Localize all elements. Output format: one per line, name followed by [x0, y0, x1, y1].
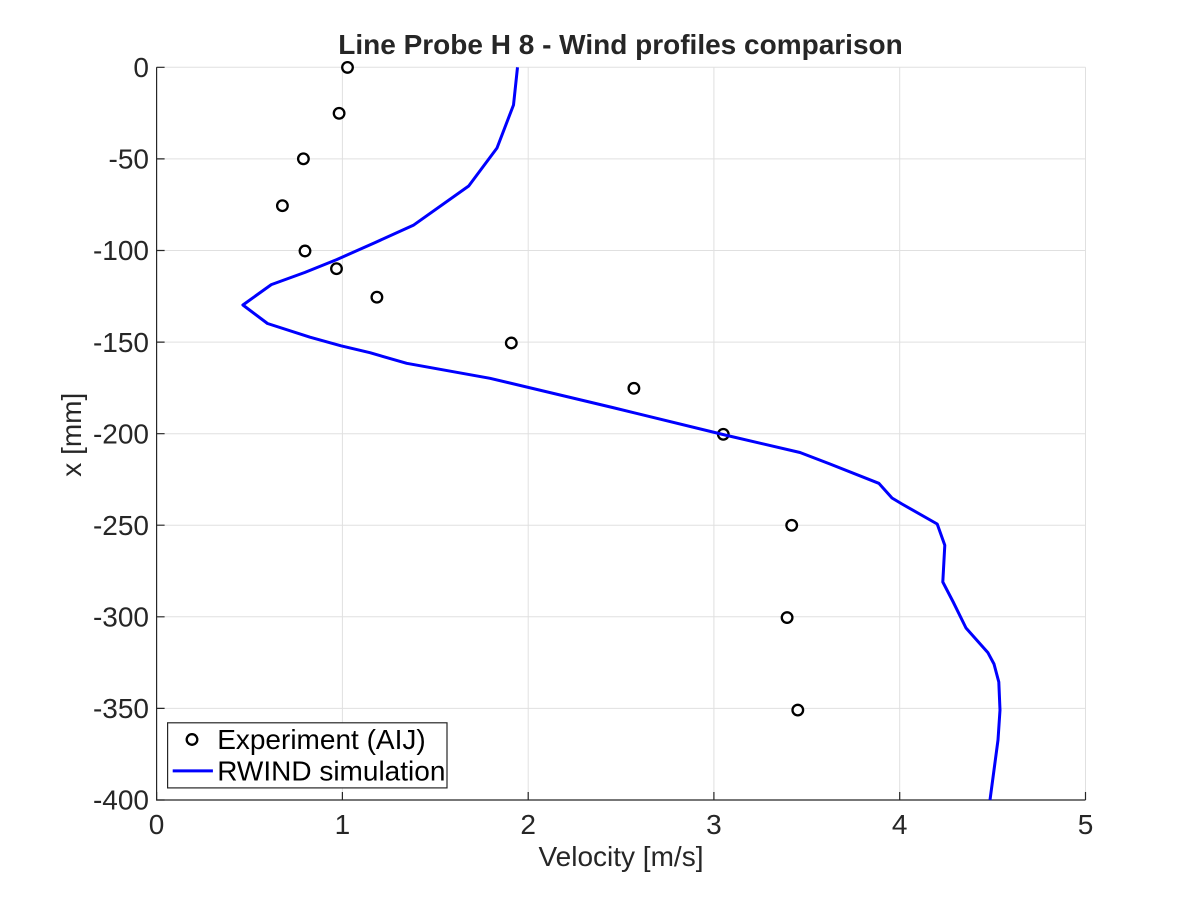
svg-text:-250: -250 — [93, 510, 149, 541]
svg-text:Line Probe H 8 - Wind profiles: Line Probe H 8 - Wind profiles compariso… — [338, 29, 902, 60]
svg-text:Experiment (AIJ): Experiment (AIJ) — [217, 724, 426, 755]
svg-text:0: 0 — [149, 809, 165, 840]
svg-text:-50: -50 — [109, 144, 149, 175]
svg-text:-200: -200 — [93, 418, 149, 449]
svg-text:3: 3 — [706, 809, 722, 840]
svg-text:x [mm]: x [mm] — [56, 393, 87, 477]
svg-text:RWIND simulation: RWIND simulation — [217, 756, 445, 787]
svg-text:4: 4 — [892, 809, 908, 840]
svg-text:-350: -350 — [93, 693, 149, 724]
svg-text:-400: -400 — [93, 785, 149, 816]
svg-text:5: 5 — [1078, 809, 1094, 840]
svg-text:Velocity [m/s]: Velocity [m/s] — [539, 841, 704, 872]
svg-text:-100: -100 — [93, 235, 149, 266]
svg-text:-150: -150 — [93, 327, 149, 358]
svg-text:1: 1 — [335, 809, 351, 840]
svg-text:2: 2 — [520, 809, 536, 840]
svg-text:0: 0 — [133, 52, 149, 83]
svg-text:-300: -300 — [93, 602, 149, 633]
